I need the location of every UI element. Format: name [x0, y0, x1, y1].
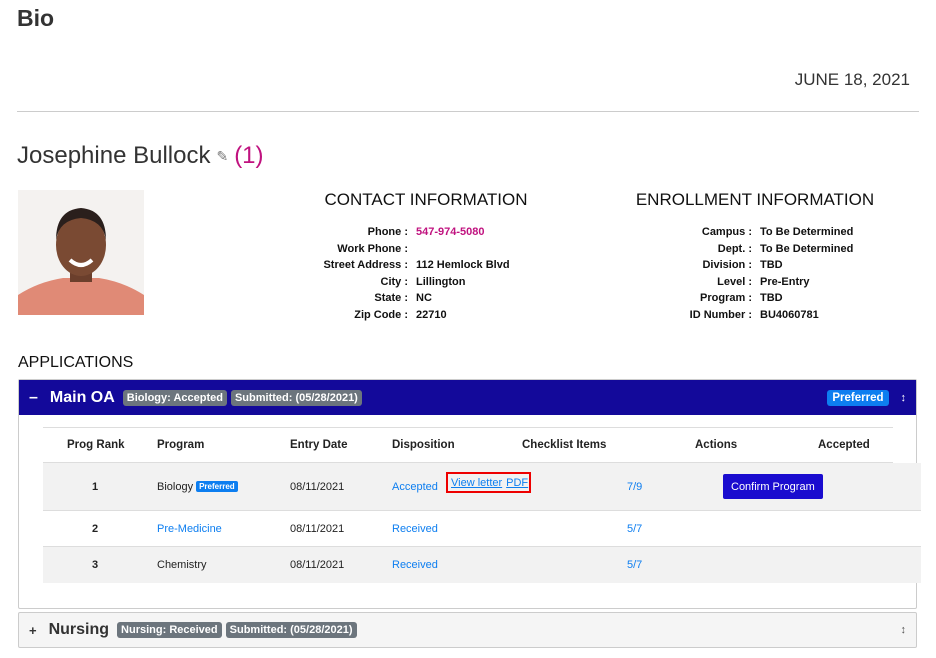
- program-name: Biology: [157, 480, 194, 493]
- col-checklist: Checklist Items: [522, 439, 607, 451]
- enrollment-heading: ENROLLMENT INFORMATION: [635, 190, 875, 209]
- disposition[interactable]: Received: [392, 559, 438, 571]
- status-badge: Biology: Accepted: [122, 389, 227, 406]
- program: Biology Preferred: [157, 463, 238, 510]
- submitted-badge: Submitted: (05/28/2021): [225, 622, 357, 638]
- phone-label: Phone :: [367, 226, 408, 239]
- contact-heading: CONTACT INFORMATION: [324, 190, 528, 209]
- status-badge: Nursing: Received: [117, 622, 222, 638]
- applications-heading: APPLICATIONS: [18, 354, 134, 371]
- rank: 1: [92, 480, 99, 493]
- col-entry-date: Entry Date: [290, 439, 348, 451]
- disposition[interactable]: Received: [392, 522, 438, 535]
- division-label: Division :: [702, 259, 752, 272]
- sort-icon[interactable]: ↕: [900, 624, 907, 636]
- col-disposition: Disposition: [392, 439, 455, 451]
- campus-label: Campus :: [701, 226, 752, 239]
- id-value: BU4060781: [760, 308, 819, 321]
- dept-value: To Be Determined: [760, 242, 854, 255]
- dept-label: Dept. :: [717, 242, 752, 255]
- level-value: Pre-Entry: [760, 275, 810, 288]
- contact-info: Phone : 547-974-5080 Work Phone : Street …: [300, 224, 510, 323]
- sort-icon[interactable]: ↕: [900, 391, 907, 404]
- street-value: 112 Hemlock Blvd: [416, 259, 510, 272]
- division-value: TBD: [760, 259, 783, 272]
- application-title: Nursing: [48, 621, 110, 638]
- id-label: ID Number :: [689, 308, 752, 321]
- program[interactable]: Pre-Medicine: [157, 522, 222, 535]
- expand-toggle[interactable]: +: [29, 622, 37, 638]
- work-phone-label: Work Phone :: [337, 242, 408, 255]
- col-program: Program: [157, 439, 205, 451]
- checklist-count[interactable]: 5/7: [627, 559, 643, 571]
- student-name: Josephine Bullock: [17, 142, 211, 169]
- col-prog-rank: Prog Rank: [67, 439, 125, 451]
- zip-value: 22710: [416, 308, 447, 321]
- student-name-heading: Josephine Bullock ✎ (1): [17, 142, 264, 170]
- nursing-panel: + Nursing Nursing: Received Submitted: (…: [18, 612, 917, 648]
- paperclip-icon[interactable]: ✎: [216, 147, 229, 164]
- student-photo: [18, 190, 144, 315]
- letter-links-highlight: View letter PDF: [446, 472, 531, 493]
- phone-value[interactable]: 547-974-5080: [416, 226, 485, 239]
- submitted-badge: Submitted: (05/28/2021): [230, 389, 362, 406]
- col-accepted: Accepted: [818, 439, 870, 451]
- rank: 2: [92, 522, 99, 535]
- pdf-link[interactable]: PDF: [506, 476, 529, 489]
- table-row: 2 Pre-Medicine 08/11/2021 Received 5/7: [43, 511, 921, 547]
- table-header: Prog Rank Program Entry Date Disposition…: [43, 427, 893, 463]
- application-title: Main OA: [49, 388, 115, 406]
- state-label: State :: [374, 292, 408, 305]
- col-actions: Actions: [695, 439, 738, 451]
- checklist-count[interactable]: 7/9: [627, 480, 643, 493]
- divider: [17, 111, 919, 112]
- nursing-header[interactable]: + Nursing Nursing: Received Submitted: (…: [19, 613, 916, 647]
- zip-label: Zip Code :: [354, 308, 408, 321]
- enrollment-info: Campus : To Be Determined Dept. : To Be De…: [660, 224, 854, 323]
- preferred-tag: Preferred: [196, 481, 238, 492]
- city-value: Lillington: [416, 275, 466, 288]
- main-oa-panel: – Main OA Biology: Accepted Submitted: (…: [18, 379, 917, 609]
- street-label: Street Address :: [323, 259, 408, 272]
- entry-date: 08/11/2021: [290, 559, 345, 571]
- preferred-badge: Preferred: [827, 389, 889, 406]
- main-oa-header[interactable]: – Main OA Biology: Accepted Submitted: (…: [19, 380, 916, 415]
- confirm-program-button[interactable]: Confirm Program: [723, 474, 823, 499]
- city-label: City :: [380, 275, 409, 288]
- checklist-count[interactable]: 5/7: [627, 522, 643, 535]
- level-label: Level :: [717, 275, 752, 288]
- rank: 3: [92, 559, 99, 571]
- attachment-count[interactable]: (1): [234, 142, 264, 169]
- entry-date: 08/11/2021: [290, 480, 345, 493]
- program-label: Program :: [700, 292, 752, 305]
- table-row: 1 Biology Preferred 08/11/2021 Accepted V…: [43, 463, 921, 511]
- current-date: JUNE 18, 2021: [794, 70, 910, 89]
- page-title: Bio: [17, 5, 55, 31]
- entry-date: 08/11/2021: [290, 522, 345, 535]
- state-value: NC: [416, 292, 432, 305]
- campus-value: To Be Determined: [760, 226, 854, 239]
- program: Chemistry: [157, 559, 207, 571]
- table-row: 3 Chemistry 08/11/2021 Received 5/7: [43, 547, 921, 583]
- view-letter-link[interactable]: View letter: [451, 476, 503, 489]
- disposition[interactable]: Accepted: [392, 480, 438, 493]
- collapse-toggle[interactable]: –: [29, 388, 38, 406]
- program-value: TBD: [760, 292, 783, 305]
